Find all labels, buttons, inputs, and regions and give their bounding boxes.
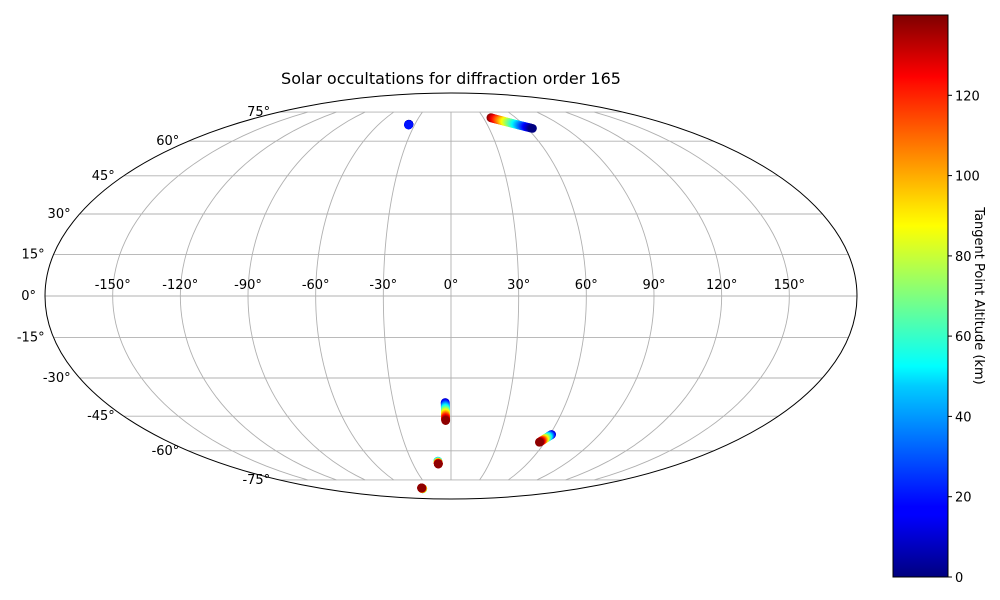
longitude-tick-label: -90° <box>234 278 262 293</box>
longitude-tick-label: 60° <box>575 278 598 293</box>
latitude-tick-label: -75° <box>242 473 270 488</box>
latitude-tick-label: 15° <box>22 247 45 262</box>
colorbar-tick-label: 80 <box>955 250 972 265</box>
latitude-tick-label: 75° <box>247 105 270 120</box>
data-point <box>441 416 451 425</box>
data-point <box>433 459 443 469</box>
longitude-tick-labels: -150° -120° -90° -60° -30° 0° 30° 60° 90° 120° 150… <box>95 278 805 293</box>
longitude-tick-label: 0° <box>444 278 459 293</box>
latitude-tick-label: 45° <box>92 169 115 184</box>
scatter-points <box>404 113 556 494</box>
latitude-tick-label: -15° <box>17 331 45 346</box>
latitude-tick-label: 30° <box>48 207 71 222</box>
longitude-tick-label: 30° <box>507 278 530 293</box>
colorbar-tick-label: 40 <box>955 410 972 425</box>
longitude-tick-label: -150° <box>95 278 131 293</box>
longitude-tick-label: 120° <box>706 278 737 293</box>
latitude-tick-label: -60° <box>152 444 180 459</box>
graticule <box>45 111 857 481</box>
data-point <box>404 120 413 130</box>
longitude-tick-label: 90° <box>642 278 665 293</box>
map-boundary <box>44 92 858 500</box>
data-point <box>417 483 426 493</box>
longitude-tick-label: -120° <box>162 278 198 293</box>
data-point <box>528 123 537 133</box>
latitude-tick-label: 0° <box>21 289 36 304</box>
colorbar-tick-label: 60 <box>955 330 972 345</box>
colorbar-tick-label: 0 <box>955 571 963 586</box>
latitude-tick-label: -45° <box>87 409 115 424</box>
latitude-tick-labels: -75° -60° -45° -30° -15° 0° 15° 30° 45° 60° 75° <box>17 105 270 488</box>
colorbar-gradient <box>892 14 949 578</box>
colorbar-tick-label: 20 <box>955 491 972 506</box>
map-plot-area: -150° -120° -90° -60° -30° 0° 30° 60° 90° 120° 150… <box>17 92 858 500</box>
longitude-tick-label: 150° <box>774 278 805 293</box>
latitude-tick-label: 60° <box>156 134 179 149</box>
colorbar-tick-label: 120 <box>955 89 980 104</box>
colorbar-tick-label: 100 <box>955 170 980 185</box>
longitude-tick-label: -30° <box>369 278 397 293</box>
colorbar: 0 20 40 60 80 100 120 Tangent Point Altitude (… <box>892 14 986 586</box>
chart-title: Solar occultations for diffraction order… <box>281 69 621 88</box>
data-point <box>535 437 544 447</box>
longitude-tick-label: -60° <box>302 278 330 293</box>
colorbar-ticks: 0 20 40 60 80 100 120 <box>948 89 980 586</box>
latitude-tick-label: -30° <box>43 371 71 386</box>
colorbar-label: Tangent Point Altitude (km) <box>971 206 986 384</box>
